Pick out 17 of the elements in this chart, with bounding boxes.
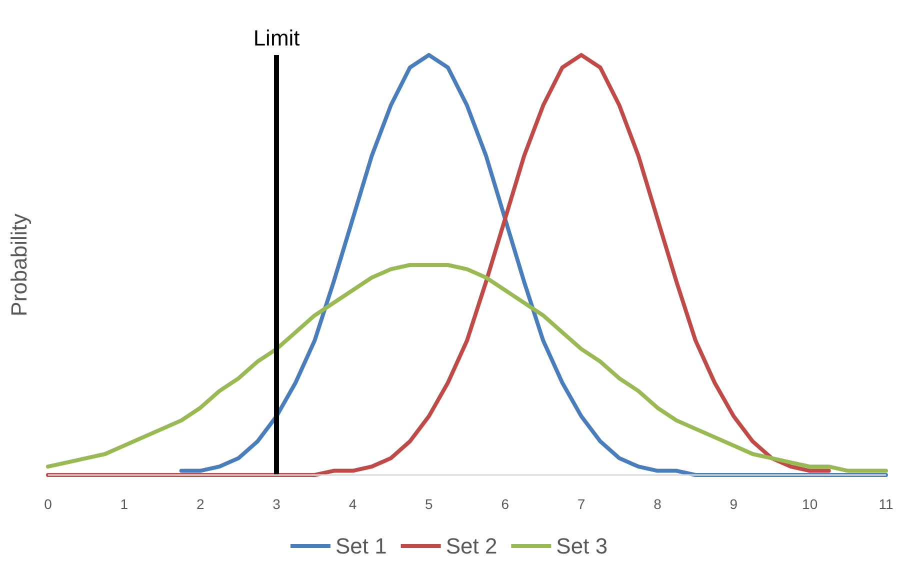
x-tick-label: 6 [501, 496, 510, 512]
x-tick-label: 10 [802, 496, 818, 512]
legend-label: Set 2 [446, 534, 498, 558]
x-tick-label: 7 [577, 496, 586, 512]
ref-line-label: Limit [253, 26, 300, 50]
legend-label: Set 3 [556, 534, 608, 558]
x-tick-label: 4 [348, 496, 357, 512]
x-tick-label: 2 [196, 496, 204, 512]
x-tick-label: 9 [730, 496, 738, 512]
x-tick-label: 0 [44, 496, 52, 512]
x-tick-label: 8 [654, 496, 662, 512]
x-tick-label: 3 [272, 496, 281, 512]
y-axis-title: Probability [6, 214, 32, 316]
x-tick-label: 11 [878, 496, 894, 512]
legend-label: Set 1 [335, 534, 387, 558]
x-tick-label: 5 [425, 496, 434, 512]
x-tick-label: 1 [120, 496, 128, 512]
